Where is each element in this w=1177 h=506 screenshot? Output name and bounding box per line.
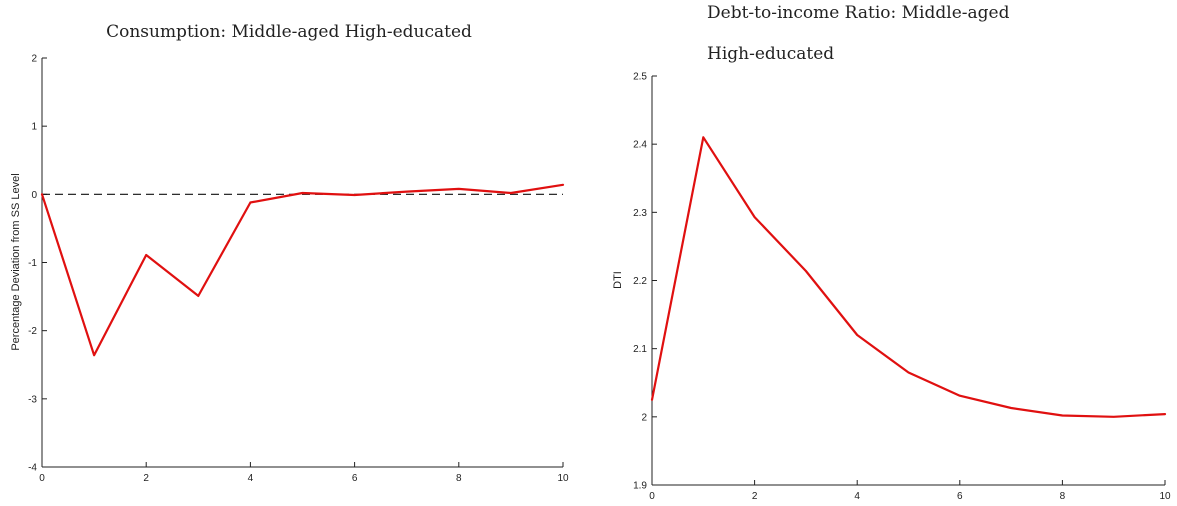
x-tick-label: 6 (352, 473, 358, 484)
y-tick-label: 2.5 (633, 72, 647, 83)
y-tick-label: 2.2 (633, 276, 647, 287)
x-tick-label: 4 (248, 473, 254, 484)
y-tick-label: 2 (641, 412, 647, 423)
x-tick-label: 4 (854, 491, 860, 502)
x-tick-label: 0 (649, 491, 655, 502)
y-axis-label: Percentage Deviation from SS Level (10, 173, 22, 350)
y-tick-label: 0 (31, 190, 37, 201)
plot-area: -4 -3 -2 -1 0 1 2 0 2 4 6 8 10 (28, 54, 569, 485)
y-tick-label: -3 (28, 394, 37, 405)
y-tick-label: -1 (28, 258, 37, 269)
chart-title: Consumption: Middle-aged High-educated (106, 22, 472, 42)
x-tick-label: 10 (557, 473, 569, 484)
series-line (650, 136, 1167, 418)
consumption-chart: Consumption: Middle-aged High-educated P… (10, 22, 569, 484)
x-tick-label: 2 (752, 491, 758, 502)
y-tick-label: 2 (31, 54, 37, 65)
y-tick-label: 2.3 (633, 208, 647, 219)
y-tick-label: 1.9 (633, 481, 647, 492)
dti-chart: Debt-to-income Ratio: Middle-aged High-e… (612, 3, 1171, 502)
x-tick-label: 0 (39, 473, 45, 484)
x-tick-label: 10 (1159, 491, 1171, 502)
x-tick-label: 2 (143, 473, 149, 484)
chart-title-line-2: High-educated (707, 44, 834, 64)
chart-title-line-1: Debt-to-income Ratio: Middle-aged (707, 3, 1010, 23)
y-tick-label: 2.4 (633, 140, 647, 151)
x-tick-label: 8 (456, 473, 462, 484)
plot-area: 1.9 2 2.1 2.2 2.3 2.4 2.5 0 2 4 6 8 10 (633, 72, 1171, 503)
y-tick-label: -4 (28, 463, 37, 474)
y-tick-label: 2.1 (633, 344, 647, 355)
y-tick-label: -2 (28, 326, 37, 337)
series-line (40, 183, 565, 357)
x-tick-label: 6 (957, 491, 963, 502)
y-axis-label: DTI (612, 271, 624, 289)
y-tick-label: 1 (31, 122, 37, 133)
x-tick-label: 8 (1060, 491, 1066, 502)
